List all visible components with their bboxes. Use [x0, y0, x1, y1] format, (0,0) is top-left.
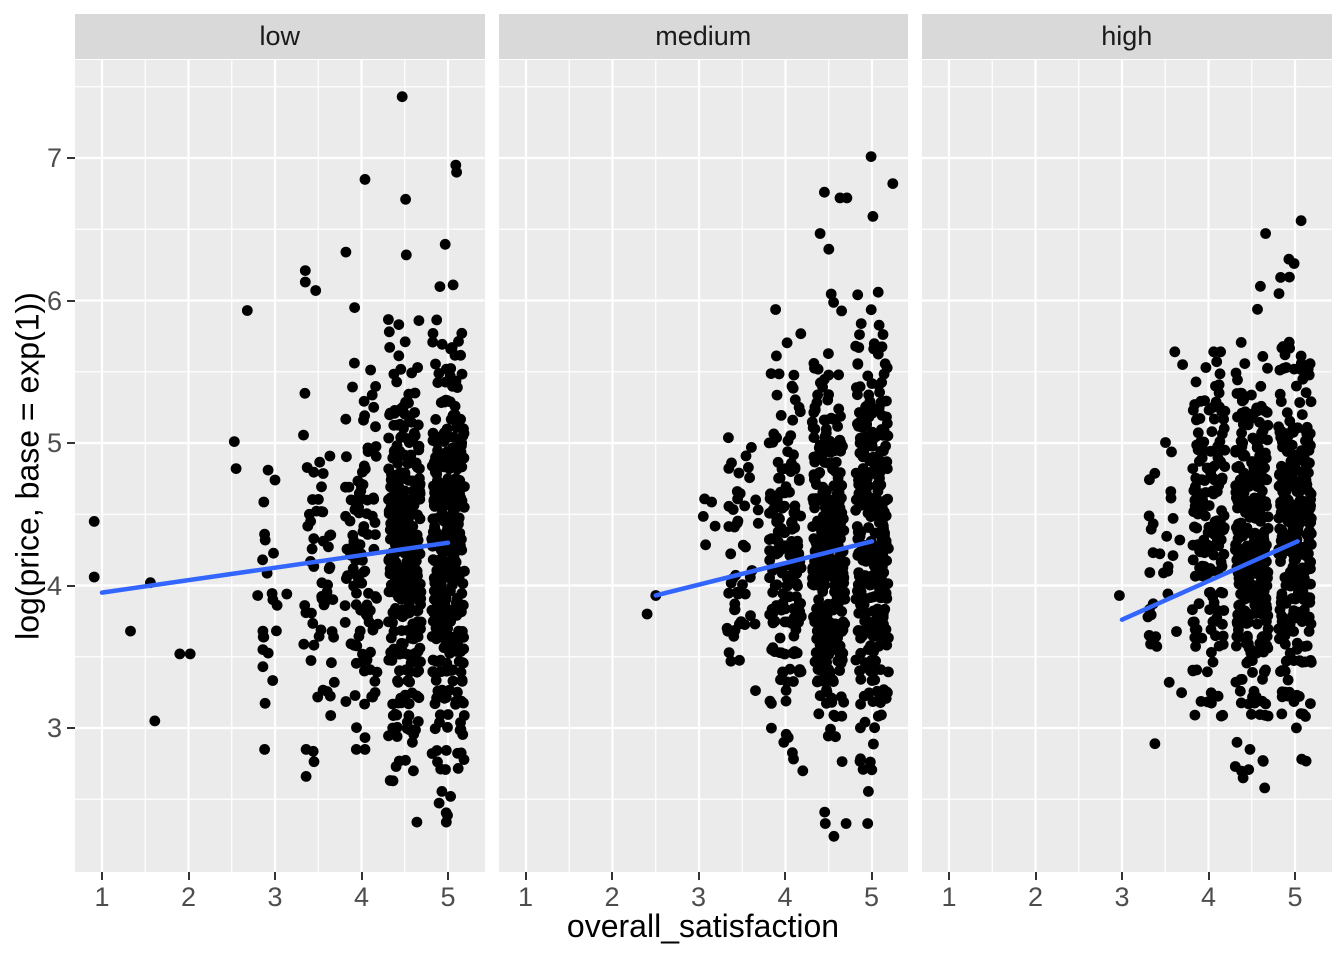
y-tick-label: 3	[46, 713, 62, 743]
x-tick-mark	[524, 872, 527, 880]
facet-strip-high: high	[922, 14, 1332, 59]
x-tick-mark	[101, 872, 103, 880]
x-tick-mark	[784, 872, 786, 880]
minor-gridlines	[922, 60, 1332, 872]
facet-strip-label: medium	[655, 21, 752, 51]
y-tick-label: 7	[46, 143, 62, 173]
major-gridlines	[498, 60, 908, 872]
y-tick-mark	[67, 299, 75, 302]
x-tick-label: 1	[941, 882, 957, 912]
facet-strip-medium: medium	[498, 14, 908, 59]
panel-canvas-low	[75, 60, 485, 872]
x-tick-mark	[187, 872, 190, 880]
x-tick-mark	[870, 872, 873, 880]
y-tick-label: 5	[46, 428, 62, 458]
x-tick-label: 3	[267, 882, 283, 912]
x-tick-label: 4	[1200, 882, 1217, 912]
x-tick-label: 5	[440, 882, 456, 912]
y-tick-mark	[67, 584, 75, 587]
x-tick-label: 3	[1114, 882, 1130, 912]
x-tick-label: 4	[777, 882, 793, 912]
minor-gridlines	[498, 60, 908, 872]
x-tick-label: 4	[353, 882, 370, 912]
facet-panel-medium	[498, 60, 908, 872]
x-tick-mark	[274, 872, 276, 880]
x-tick-label: 1	[517, 882, 534, 912]
points-layer	[1114, 215, 1317, 794]
y-tick-mark	[67, 727, 75, 729]
points-layer	[88, 91, 470, 828]
facet-panel-low	[75, 60, 485, 872]
x-tick-mark	[360, 872, 363, 880]
x-tick-label: 1	[94, 882, 110, 912]
x-tick-mark	[1121, 872, 1123, 880]
points-layer	[641, 151, 898, 842]
panel-canvas-high	[922, 60, 1332, 872]
x-tick-mark	[447, 872, 449, 880]
x-tick-mark	[1207, 872, 1210, 880]
x-tick-label: 2	[180, 882, 197, 912]
y-tick-label: 6	[46, 285, 62, 316]
smooth-line	[653, 539, 874, 598]
x-tick-label: 3	[690, 882, 707, 912]
facet-strip-label: high	[1101, 21, 1153, 51]
x-axis-title: overall_satisfaction	[566, 908, 840, 944]
panel-canvas-medium	[498, 60, 908, 872]
x-tick-label: 5	[863, 882, 880, 912]
smooth-line	[99, 540, 451, 595]
x-tick-label: 5	[1287, 882, 1303, 912]
y-tick-mark	[67, 442, 75, 444]
x-tick-mark	[1294, 872, 1296, 880]
facet-strip-low: low	[75, 14, 485, 59]
x-tick-mark	[697, 872, 700, 880]
x-tick-label: 2	[604, 882, 620, 912]
facet-panel-high	[922, 60, 1332, 872]
y-tick-label: 4	[46, 570, 62, 601]
x-tick-label: 2	[1027, 882, 1044, 912]
x-tick-mark	[948, 872, 950, 880]
facet-strip-label: low	[259, 21, 300, 51]
smooth-line	[1119, 539, 1300, 622]
x-tick-mark	[611, 872, 613, 880]
y-tick-mark	[67, 157, 75, 159]
major-gridlines	[922, 60, 1332, 872]
x-tick-mark	[1034, 872, 1037, 880]
